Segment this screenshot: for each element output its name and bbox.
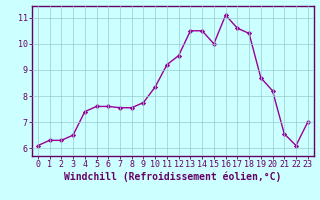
X-axis label: Windchill (Refroidissement éolien,°C): Windchill (Refroidissement éolien,°C)	[64, 172, 282, 182]
